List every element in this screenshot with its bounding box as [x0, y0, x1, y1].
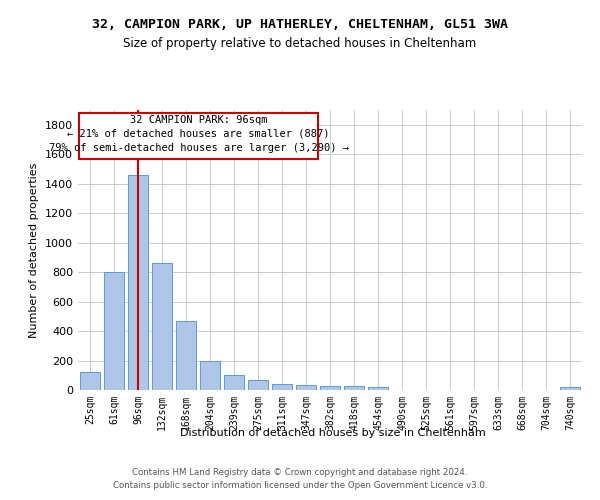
- Text: 32 CAMPION PARK: 96sqm: 32 CAMPION PARK: 96sqm: [130, 114, 268, 124]
- Text: Contains public sector information licensed under the Open Government Licence v3: Contains public sector information licen…: [113, 482, 487, 490]
- Bar: [200, 360, 220, 390]
- Text: 79% of semi-detached houses are larger (3,290) →: 79% of semi-detached houses are larger (…: [49, 142, 349, 152]
- Bar: [80, 372, 100, 390]
- Bar: [104, 272, 124, 390]
- Text: 32, CAMPION PARK, UP HATHERLEY, CHELTENHAM, GL51 3WA: 32, CAMPION PARK, UP HATHERLEY, CHELTENH…: [92, 18, 508, 30]
- Bar: [368, 387, 388, 390]
- Bar: [320, 386, 340, 390]
- Bar: [272, 384, 292, 390]
- Bar: [344, 386, 364, 390]
- Bar: [152, 264, 172, 390]
- Text: ← 21% of detached houses are smaller (887): ← 21% of detached houses are smaller (88…: [67, 128, 330, 138]
- Y-axis label: Number of detached properties: Number of detached properties: [29, 162, 40, 338]
- Bar: [128, 175, 148, 390]
- Bar: [560, 387, 580, 390]
- Text: Size of property relative to detached houses in Cheltenham: Size of property relative to detached ho…: [124, 38, 476, 51]
- Bar: [224, 376, 244, 390]
- Bar: [296, 385, 316, 390]
- Bar: [79, 113, 318, 160]
- Bar: [176, 320, 196, 390]
- Bar: [248, 380, 268, 390]
- Text: Distribution of detached houses by size in Cheltenham: Distribution of detached houses by size …: [180, 428, 486, 438]
- Text: Contains HM Land Registry data © Crown copyright and database right 2024.: Contains HM Land Registry data © Crown c…: [132, 468, 468, 477]
